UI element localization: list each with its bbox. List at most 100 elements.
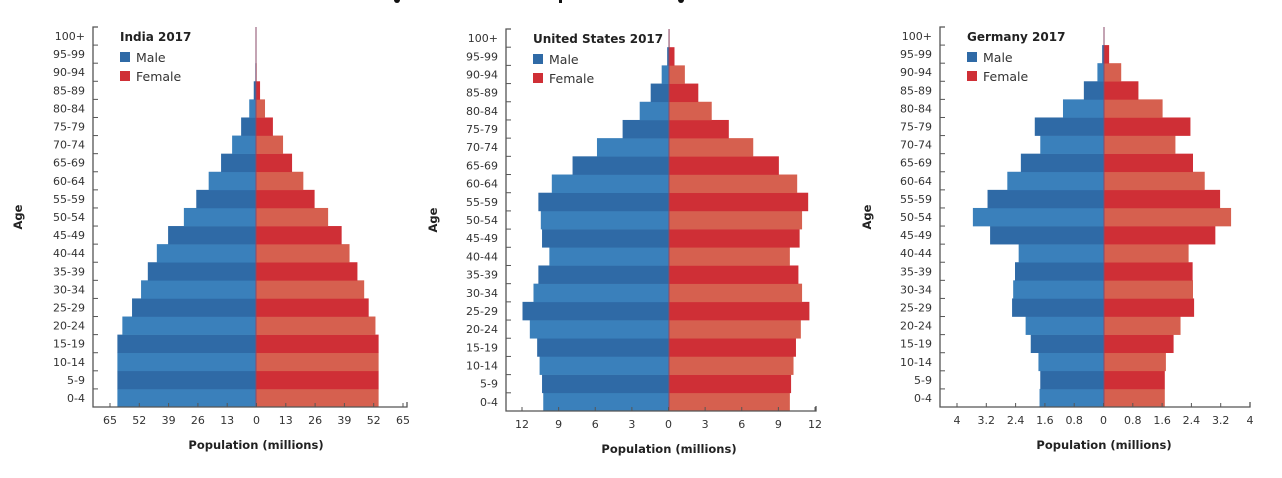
bar-female-10-14 <box>669 356 794 374</box>
bar-female-65-69 <box>256 154 292 172</box>
y-tick-label: 75-79 <box>900 121 932 134</box>
y-tick-label: 40-44 <box>53 247 85 260</box>
bar-female-55-59 <box>669 193 808 211</box>
bar-female-0-4 <box>256 389 379 407</box>
x-tick-label: 6 <box>592 418 599 431</box>
y-tick-label: 80-84 <box>900 102 932 115</box>
bar-male-35-39 <box>148 262 256 280</box>
legend-label-female: Female <box>549 71 595 86</box>
bar-female-95-99 <box>1104 45 1109 63</box>
y-tick-label: 30-34 <box>53 283 85 296</box>
chart-title: India 2017 <box>120 30 191 44</box>
x-tick-label: 0 <box>665 418 672 431</box>
bar-male-40-44 <box>549 247 669 265</box>
bar-male-55-59 <box>988 190 1104 208</box>
y-tick-label: 55-59 <box>466 196 498 209</box>
bar-female-75-79 <box>1104 117 1190 135</box>
bar-female-55-59 <box>256 190 315 208</box>
x-tick-label: 1.6 <box>1153 414 1171 427</box>
pyramid-panel-3: 0-45-910-1415-1920-2425-2930-3435-3940-4… <box>860 27 1254 452</box>
bar-male-60-64 <box>552 175 669 193</box>
y-tick-label: 50-54 <box>53 211 85 224</box>
y-tick-label: 20-24 <box>466 323 498 336</box>
x-tick-label: 3.2 <box>1212 414 1230 427</box>
y-tick-label: 35-39 <box>53 265 85 278</box>
y-tick-label: 5-9 <box>914 374 932 387</box>
y-tick-label: 5-9 <box>480 378 498 391</box>
bar-female-30-34 <box>256 280 364 298</box>
x-tick-label: 1.6 <box>1036 414 1054 427</box>
bar-male-30-34 <box>1013 280 1104 298</box>
x-axis-label: Population (millions) <box>601 442 736 456</box>
legend-label-male: Male <box>549 52 579 67</box>
bar-male-35-39 <box>1015 262 1104 280</box>
y-tick-label: 0-4 <box>67 392 85 405</box>
bar-female-30-34 <box>1104 280 1193 298</box>
y-tick-label: 0-4 <box>914 392 932 405</box>
bar-female-70-74 <box>256 136 283 154</box>
bar-female-95-99 <box>669 47 674 65</box>
y-tick-label: 10-14 <box>53 356 85 369</box>
y-tick-label: 80-84 <box>53 102 85 115</box>
y-tick-label: 10-14 <box>900 356 932 369</box>
bar-male-15-19 <box>537 338 669 356</box>
bar-female-25-29 <box>256 298 369 316</box>
bar-female-50-54 <box>1104 208 1231 226</box>
bar-male-55-59 <box>538 193 669 211</box>
y-tick-label: 85-89 <box>900 84 932 97</box>
bar-female-80-84 <box>669 102 712 120</box>
bar-male-65-69 <box>573 156 669 174</box>
bar-male-70-74 <box>232 136 256 154</box>
bar-female-85-89 <box>669 84 698 102</box>
bar-female-65-69 <box>669 156 779 174</box>
x-tick-label: 52 <box>367 414 381 427</box>
y-tick-label: 25-29 <box>53 301 85 314</box>
bar-female-80-84 <box>1104 99 1163 117</box>
bar-female-35-39 <box>669 265 798 283</box>
bar-male-85-89 <box>1084 81 1104 99</box>
legend-swatch-female <box>120 71 130 81</box>
y-tick-label: 90-94 <box>466 68 498 81</box>
bar-male-25-29 <box>132 298 256 316</box>
bar-female-5-9 <box>669 375 791 393</box>
bar-female-40-44 <box>669 247 790 265</box>
bar-female-60-64 <box>1104 172 1205 190</box>
bar-female-65-69 <box>1104 154 1193 172</box>
x-tick-label: 12 <box>808 418 822 431</box>
y-tick-label: 100+ <box>902 30 932 43</box>
y-tick-label: 30-34 <box>466 287 498 300</box>
y-tick-label: 30-34 <box>900 283 932 296</box>
bar-male-40-44 <box>157 244 256 262</box>
y-tick-label: 45-49 <box>900 229 932 242</box>
bar-female-70-74 <box>669 138 753 156</box>
bar-male-15-19 <box>117 335 256 353</box>
y-tick-label: 50-54 <box>900 211 932 224</box>
bar-female-0-4 <box>1104 389 1165 407</box>
y-tick-label: 85-89 <box>466 87 498 100</box>
bar-male-55-59 <box>196 190 256 208</box>
y-tick-label: 60-64 <box>53 175 85 188</box>
bar-male-80-84 <box>640 102 669 120</box>
bar-female-5-9 <box>1104 371 1165 389</box>
y-tick-label: 100+ <box>468 32 498 45</box>
bar-male-10-14 <box>1038 353 1104 371</box>
bar-male-10-14 <box>540 356 669 374</box>
bar-male-65-69 <box>1021 154 1104 172</box>
bar-female-55-59 <box>1104 190 1220 208</box>
bar-male-0-4 <box>1040 389 1104 407</box>
y-tick-label: 15-19 <box>53 338 85 351</box>
legend-swatch-male <box>533 54 543 64</box>
y-tick-label: 95-99 <box>53 48 85 61</box>
bar-male-5-9 <box>542 375 669 393</box>
bar-male-90-94 <box>1097 63 1104 81</box>
y-tick-label: 70-74 <box>466 141 498 154</box>
y-tick-label: 95-99 <box>900 48 932 61</box>
x-tick-label: 0.8 <box>1124 414 1142 427</box>
x-tick-label: 3 <box>702 418 709 431</box>
cropped-heading-fragment <box>394 0 684 3</box>
x-tick-label: 26 <box>191 414 205 427</box>
bar-male-70-74 <box>597 138 669 156</box>
x-tick-label: 9 <box>555 418 562 431</box>
legend-label-male: Male <box>136 50 166 65</box>
bar-male-65-69 <box>221 154 256 172</box>
